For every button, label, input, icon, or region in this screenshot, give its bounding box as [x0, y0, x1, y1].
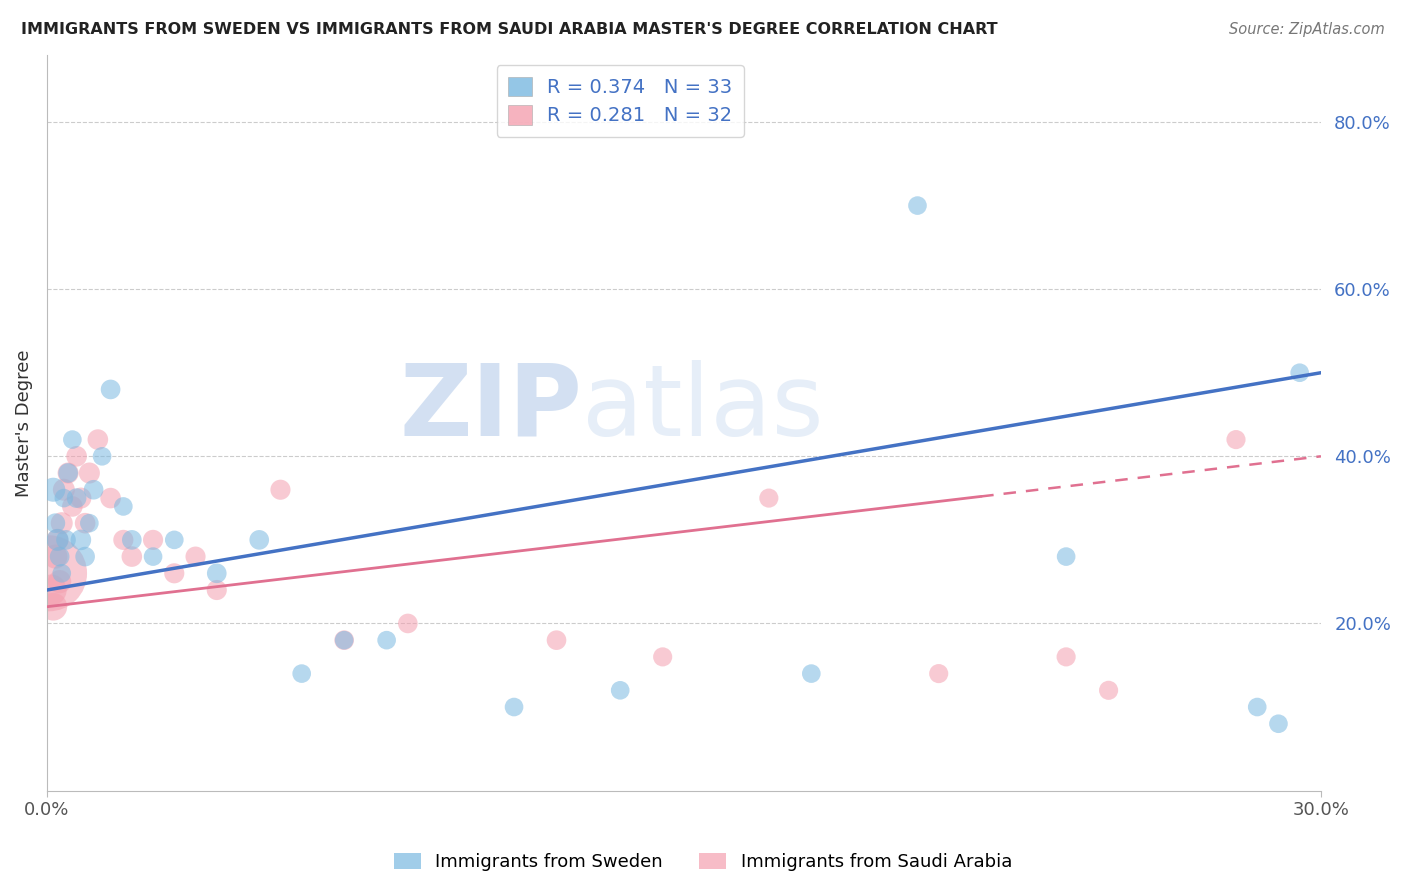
Point — [83, 483, 105, 497]
Point — [142, 549, 165, 564]
Point — [75, 516, 97, 531]
Point — [163, 533, 186, 547]
Point — [758, 491, 780, 505]
Point — [333, 633, 356, 648]
Point — [48, 574, 70, 589]
Legend: Immigrants from Sweden, Immigrants from Saudi Arabia: Immigrants from Sweden, Immigrants from … — [387, 846, 1019, 879]
Point — [112, 500, 135, 514]
Point — [52, 491, 75, 505]
Point — [75, 549, 97, 564]
Point — [800, 666, 823, 681]
Point — [60, 500, 83, 514]
Point — [121, 549, 143, 564]
Point — [1054, 549, 1077, 564]
Point — [291, 666, 314, 681]
Point — [1225, 433, 1247, 447]
Point — [91, 450, 114, 464]
Point — [51, 566, 73, 581]
Point — [46, 533, 69, 547]
Point — [142, 533, 165, 547]
Point — [1054, 649, 1077, 664]
Point — [39, 582, 62, 597]
Point — [65, 491, 87, 505]
Point — [52, 483, 75, 497]
Point — [56, 466, 79, 480]
Point — [70, 533, 93, 547]
Point — [163, 566, 186, 581]
Point — [928, 666, 950, 681]
Point — [100, 383, 122, 397]
Point — [269, 483, 291, 497]
Point — [121, 533, 143, 547]
Point — [87, 433, 110, 447]
Point — [100, 491, 122, 505]
Y-axis label: Master's Degree: Master's Degree — [15, 349, 32, 497]
Point — [44, 549, 66, 564]
Point — [375, 633, 398, 648]
Text: IMMIGRANTS FROM SWEDEN VS IMMIGRANTS FROM SAUDI ARABIA MASTER'S DEGREE CORRELATI: IMMIGRANTS FROM SWEDEN VS IMMIGRANTS FRO… — [21, 22, 998, 37]
Point — [46, 533, 69, 547]
Point — [205, 582, 228, 597]
Point — [651, 649, 673, 664]
Point — [42, 483, 65, 497]
Point — [609, 683, 631, 698]
Point — [205, 566, 228, 581]
Point — [503, 700, 526, 714]
Point — [1267, 716, 1289, 731]
Point — [55, 533, 77, 547]
Point — [247, 533, 270, 547]
Point — [184, 549, 207, 564]
Point — [42, 599, 65, 614]
Point — [546, 633, 568, 648]
Point — [333, 633, 356, 648]
Point — [1246, 700, 1268, 714]
Text: atlas: atlas — [582, 359, 824, 457]
Text: ZIP: ZIP — [399, 359, 582, 457]
Point — [396, 616, 419, 631]
Text: Source: ZipAtlas.com: Source: ZipAtlas.com — [1229, 22, 1385, 37]
Point — [38, 566, 60, 581]
Point — [44, 516, 66, 531]
Point — [1288, 366, 1310, 380]
Point — [112, 533, 135, 547]
Point — [56, 466, 79, 480]
Point — [79, 466, 101, 480]
Legend: R = 0.374   N = 33, R = 0.281   N = 32: R = 0.374 N = 33, R = 0.281 N = 32 — [496, 65, 744, 137]
Point — [48, 549, 70, 564]
Point — [65, 450, 87, 464]
Point — [70, 491, 93, 505]
Point — [60, 433, 83, 447]
Point — [907, 198, 929, 212]
Point — [51, 516, 73, 531]
Point — [79, 516, 101, 531]
Point — [1097, 683, 1119, 698]
